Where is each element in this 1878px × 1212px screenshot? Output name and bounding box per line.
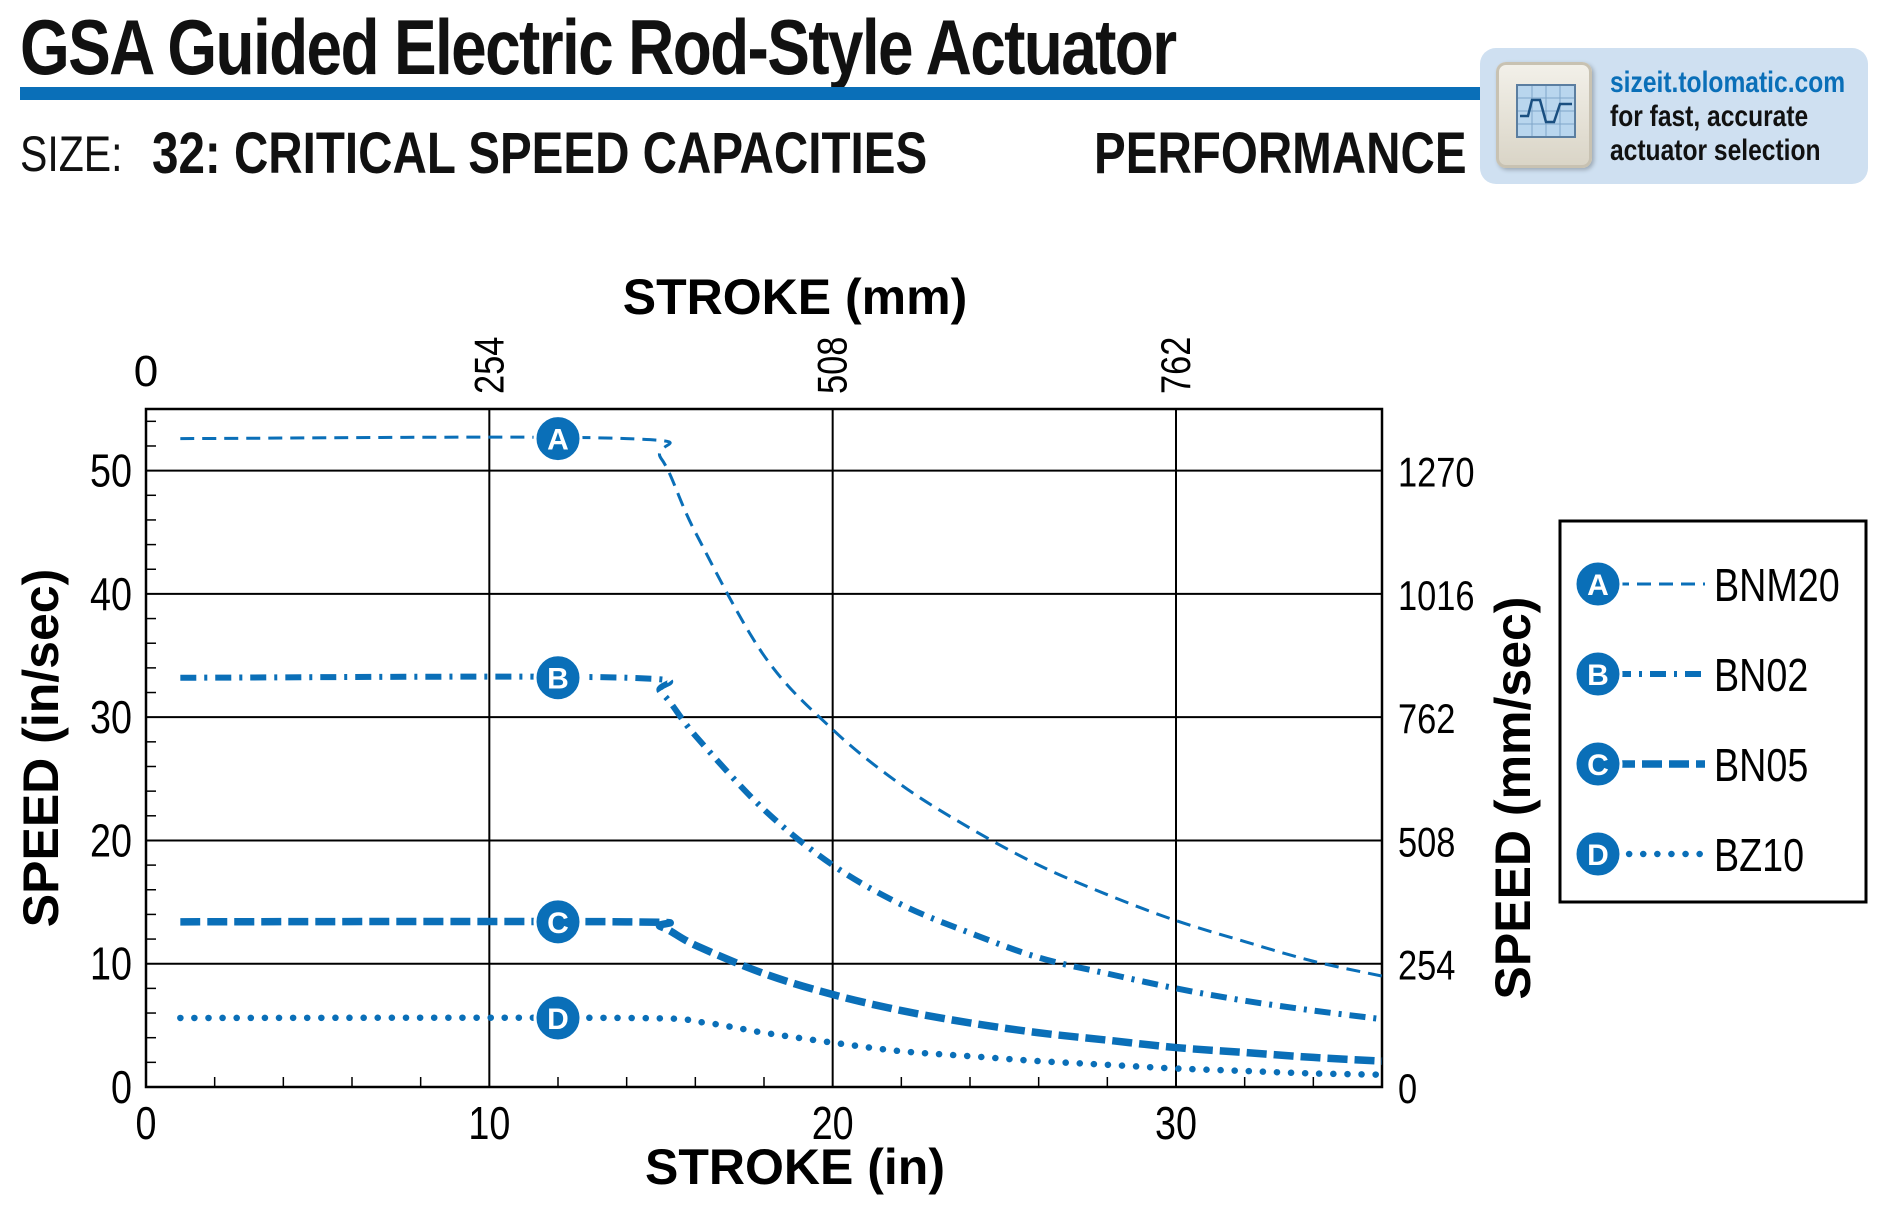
- y-tick-label: 0: [111, 1061, 132, 1112]
- series-marker-letter: D: [547, 1003, 569, 1036]
- legend-marker-letter: D: [1587, 839, 1609, 872]
- keyboard-key-icon: [1496, 62, 1592, 168]
- legend-label: BNM20: [1714, 559, 1840, 610]
- x2-axis-title: STROKE (mm): [623, 269, 967, 325]
- x-tick-label: 10: [468, 1097, 510, 1148]
- series-marker-a: [533, 414, 583, 464]
- title-underline: [20, 87, 1482, 100]
- series-line-bn02: [180, 673, 1383, 1023]
- y2-tick-label: 508: [1398, 819, 1455, 866]
- legend-label: BN05: [1714, 739, 1808, 790]
- x-tick-label: 0: [136, 1097, 157, 1148]
- series-line-bn05: [180, 917, 1383, 1065]
- series-marker-d: [533, 993, 583, 1043]
- y2-axis-title: SPEED (mm/sec): [1485, 597, 1541, 1000]
- legend-marker-letter: C: [1587, 749, 1609, 782]
- page-title: GSA Guided Electric Rod-Style Actuator: [20, 3, 1177, 91]
- legend-marker: [1573, 649, 1623, 699]
- size-label: SIZE:: [20, 126, 123, 182]
- sizeit-badge[interactable]: sizeit.tolomatic.com for fast, accurate …: [1480, 48, 1868, 184]
- y2-tick-label: 0: [1398, 1066, 1417, 1113]
- badge-tagline-1: for fast, accurate: [1610, 100, 1809, 133]
- x2-tick-label: 254: [466, 337, 513, 394]
- series-line-bz10: [177, 1014, 1386, 1078]
- series-marker-c: [533, 897, 583, 947]
- y-tick-label: 50: [90, 445, 132, 496]
- y-tick-label: 10: [90, 938, 132, 989]
- y2-tick-label: 254: [1398, 943, 1455, 990]
- x-tick-label: 30: [1155, 1097, 1197, 1148]
- x-axis-title: STROKE (in): [645, 1139, 945, 1195]
- series-marker-letter: C: [547, 907, 569, 940]
- legend-label: BN02: [1714, 649, 1808, 700]
- y-tick-label: 20: [90, 815, 132, 866]
- chart-screen-icon: [1516, 84, 1576, 138]
- y2-tick-label: 1270: [1398, 449, 1475, 496]
- section-heading: PERFORMANCE: [1094, 121, 1467, 186]
- series-marker-letter: A: [547, 424, 569, 457]
- legend-marker: [1573, 559, 1623, 609]
- legend-marker: [1573, 829, 1623, 879]
- y2-tick-label: 762: [1398, 696, 1455, 743]
- x2-tick-label: 508: [809, 337, 856, 394]
- x2-tick-label: 0: [134, 347, 158, 396]
- y-tick-label: 40: [90, 568, 132, 619]
- legend-label: BZ10: [1714, 829, 1804, 880]
- y-axis-title: SPEED (in/sec): [13, 569, 69, 927]
- legend-marker-letter: B: [1587, 659, 1609, 692]
- legend-marker: [1573, 739, 1623, 789]
- y2-tick-label: 1016: [1398, 573, 1475, 620]
- size-heading: 32: CRITICAL SPEED CAPACITIES: [152, 121, 928, 186]
- x2-tick-label: 762: [1153, 337, 1200, 394]
- y-tick-label: 30: [90, 692, 132, 743]
- series-marker-letter: B: [547, 663, 569, 696]
- series-marker-b: [533, 653, 583, 703]
- badge-tagline-2: actuator selection: [1610, 134, 1821, 167]
- legend-marker-letter: A: [1587, 569, 1609, 602]
- x-tick-label: 20: [812, 1097, 854, 1148]
- badge-url[interactable]: sizeit.tolomatic.com: [1610, 66, 1846, 99]
- plot-frame: [144, 407, 1384, 1089]
- series-line-bnm20: [180, 435, 1383, 978]
